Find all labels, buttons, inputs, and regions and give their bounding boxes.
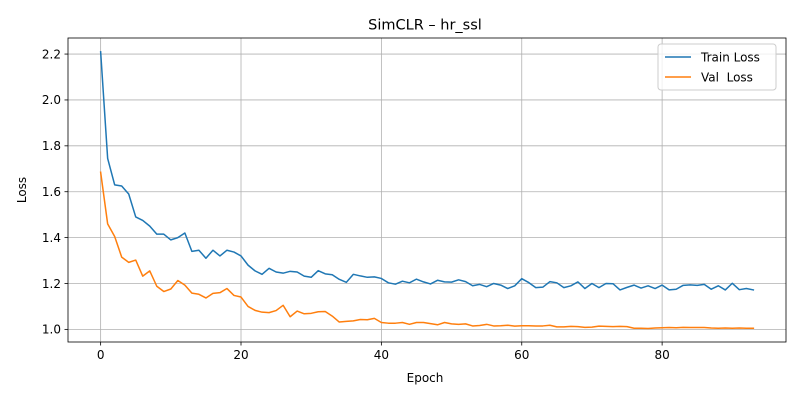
y-tick-label: 1.8 [42,139,61,153]
legend-label-1: Val Loss [701,70,753,84]
x-tick-label: 80 [654,348,669,362]
x-tick-label: 40 [374,348,389,362]
series-line-1 [99,171,755,330]
legend-box [657,43,777,91]
y-axis-label: Loss [15,177,29,203]
y-tick-label: 1.0 [42,323,61,337]
y-tick-label: 2.2 [42,47,61,61]
y-tick-label: 1.2 [42,277,61,291]
series-lines [99,50,755,330]
y-tick-label: 2.0 [42,93,61,107]
grid [68,38,786,342]
series-line-0 [99,50,755,291]
chart-title: SimCLR – hr_ssl [368,18,482,34]
y-tick-label: 1.6 [42,185,61,199]
plot-area-frame [67,37,787,343]
x-tick-label: 60 [514,348,529,362]
legend: Train Loss Val Loss [657,43,777,91]
x-tick-label: 0 [97,348,105,362]
x-axis-label: Epoch [407,371,444,385]
y-tick-label: 1.4 [42,231,61,245]
legend-label-0: Train Loss [700,50,760,64]
axis-ticks: 0 20 40 60 80 1.0 1.2 1.4 1.6 1.8 2.0 2.2 [42,47,670,362]
x-tick-label: 20 [233,348,248,362]
